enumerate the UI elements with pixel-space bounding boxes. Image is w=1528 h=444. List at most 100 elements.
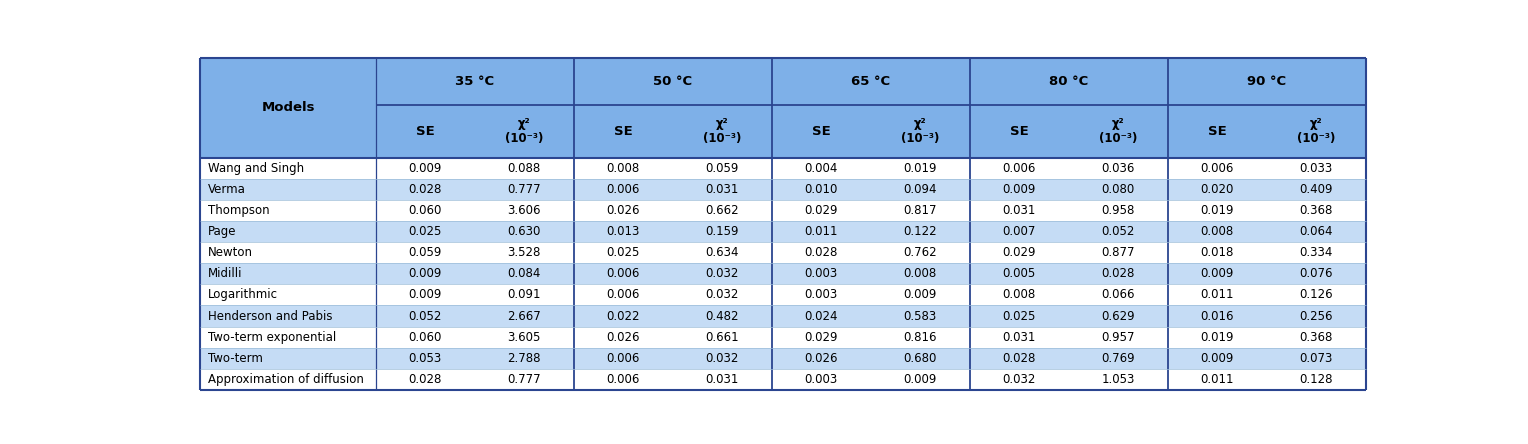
Bar xyxy=(200,327,1366,348)
Text: 0.126: 0.126 xyxy=(1299,289,1332,301)
Bar xyxy=(1068,105,1167,158)
Text: 0.661: 0.661 xyxy=(706,331,740,344)
Text: 0.091: 0.091 xyxy=(507,289,541,301)
Text: 50 °C: 50 °C xyxy=(652,75,692,88)
Text: 0.009: 0.009 xyxy=(408,289,442,301)
Text: Verma: Verma xyxy=(208,183,246,196)
Text: 0.028: 0.028 xyxy=(408,183,442,196)
Text: 0.006: 0.006 xyxy=(1201,162,1235,174)
Text: 0.032: 0.032 xyxy=(706,267,740,280)
Text: 0.025: 0.025 xyxy=(408,225,442,238)
Text: 0.024: 0.024 xyxy=(804,309,837,322)
Text: 0.076: 0.076 xyxy=(1299,267,1332,280)
Text: 3.528: 3.528 xyxy=(507,246,541,259)
Text: 0.010: 0.010 xyxy=(805,183,837,196)
Text: 0.029: 0.029 xyxy=(1002,246,1036,259)
Bar xyxy=(376,59,573,105)
Text: 0.008: 0.008 xyxy=(1002,289,1036,301)
Text: 35 °C: 35 °C xyxy=(455,75,494,88)
Text: 0.031: 0.031 xyxy=(706,183,740,196)
Text: 0.958: 0.958 xyxy=(1102,204,1135,217)
Text: 0.009: 0.009 xyxy=(903,373,937,386)
Text: 0.003: 0.003 xyxy=(805,289,837,301)
Text: Two-term: Two-term xyxy=(208,352,263,365)
Bar xyxy=(1267,105,1366,158)
Bar xyxy=(200,59,376,158)
Text: 80 °C: 80 °C xyxy=(1050,75,1088,88)
Text: 0.020: 0.020 xyxy=(1201,183,1235,196)
Text: 0.006: 0.006 xyxy=(607,267,640,280)
Bar xyxy=(376,105,475,158)
Text: 0.009: 0.009 xyxy=(903,289,937,301)
Bar xyxy=(672,105,772,158)
Text: 3.606: 3.606 xyxy=(507,204,541,217)
Text: 0.003: 0.003 xyxy=(805,267,837,280)
Text: 0.029: 0.029 xyxy=(804,204,837,217)
Text: 0.032: 0.032 xyxy=(1002,373,1036,386)
Text: 0.004: 0.004 xyxy=(805,162,837,174)
Text: 0.011: 0.011 xyxy=(1201,373,1235,386)
Bar xyxy=(200,242,1366,263)
Text: 0.052: 0.052 xyxy=(408,309,442,322)
Bar xyxy=(573,105,672,158)
Text: Thompson: Thompson xyxy=(208,204,269,217)
Text: 0.019: 0.019 xyxy=(1201,331,1235,344)
Text: 0.064: 0.064 xyxy=(1299,225,1332,238)
Text: 0.008: 0.008 xyxy=(1201,225,1233,238)
Text: 0.094: 0.094 xyxy=(903,183,937,196)
Text: 0.013: 0.013 xyxy=(607,225,640,238)
Text: 0.019: 0.019 xyxy=(1201,204,1235,217)
Text: Approximation of diffusion: Approximation of diffusion xyxy=(208,373,364,386)
Text: 0.025: 0.025 xyxy=(607,246,640,259)
Bar xyxy=(200,200,1366,221)
Text: 0.026: 0.026 xyxy=(607,331,640,344)
Text: SE: SE xyxy=(416,125,434,138)
Text: 0.006: 0.006 xyxy=(607,183,640,196)
Bar xyxy=(200,105,376,158)
Text: SE: SE xyxy=(614,125,633,138)
Text: 0.022: 0.022 xyxy=(607,309,640,322)
Text: 0.080: 0.080 xyxy=(1102,183,1135,196)
Text: 0.256: 0.256 xyxy=(1299,309,1332,322)
Text: 0.031: 0.031 xyxy=(1002,331,1036,344)
Bar xyxy=(200,178,1366,200)
Text: 0.662: 0.662 xyxy=(706,204,740,217)
Bar xyxy=(970,59,1167,105)
Text: 0.006: 0.006 xyxy=(607,289,640,301)
Text: Two-term exponential: Two-term exponential xyxy=(208,331,336,344)
Bar xyxy=(200,305,1366,327)
Text: 0.028: 0.028 xyxy=(408,373,442,386)
Bar xyxy=(475,105,573,158)
Bar xyxy=(1167,59,1366,105)
Text: 0.877: 0.877 xyxy=(1102,246,1135,259)
Text: 0.026: 0.026 xyxy=(804,352,837,365)
Text: 0.033: 0.033 xyxy=(1300,162,1332,174)
Text: 0.006: 0.006 xyxy=(607,352,640,365)
Text: 0.029: 0.029 xyxy=(804,331,837,344)
Text: 0.769: 0.769 xyxy=(1102,352,1135,365)
Text: 0.634: 0.634 xyxy=(706,246,740,259)
Text: 0.059: 0.059 xyxy=(706,162,740,174)
Text: 0.011: 0.011 xyxy=(1201,289,1235,301)
Text: 0.334: 0.334 xyxy=(1299,246,1332,259)
Text: 0.032: 0.032 xyxy=(706,352,740,365)
Text: 0.409: 0.409 xyxy=(1299,183,1332,196)
Text: 0.128: 0.128 xyxy=(1299,373,1332,386)
Text: 0.019: 0.019 xyxy=(903,162,937,174)
Text: 0.006: 0.006 xyxy=(1002,162,1036,174)
Text: 0.011: 0.011 xyxy=(804,225,837,238)
Bar xyxy=(200,158,1366,178)
Bar xyxy=(772,105,871,158)
Text: 0.009: 0.009 xyxy=(1002,183,1036,196)
Text: 0.368: 0.368 xyxy=(1299,331,1332,344)
Text: 0.018: 0.018 xyxy=(1201,246,1235,259)
Bar xyxy=(200,369,1366,390)
Text: 0.122: 0.122 xyxy=(903,225,937,238)
Text: 0.777: 0.777 xyxy=(507,183,541,196)
Bar xyxy=(573,59,772,105)
Text: 2.788: 2.788 xyxy=(507,352,541,365)
Bar xyxy=(871,105,970,158)
Text: 0.028: 0.028 xyxy=(1002,352,1036,365)
Text: 0.009: 0.009 xyxy=(1201,267,1235,280)
Text: Models: Models xyxy=(261,102,315,115)
